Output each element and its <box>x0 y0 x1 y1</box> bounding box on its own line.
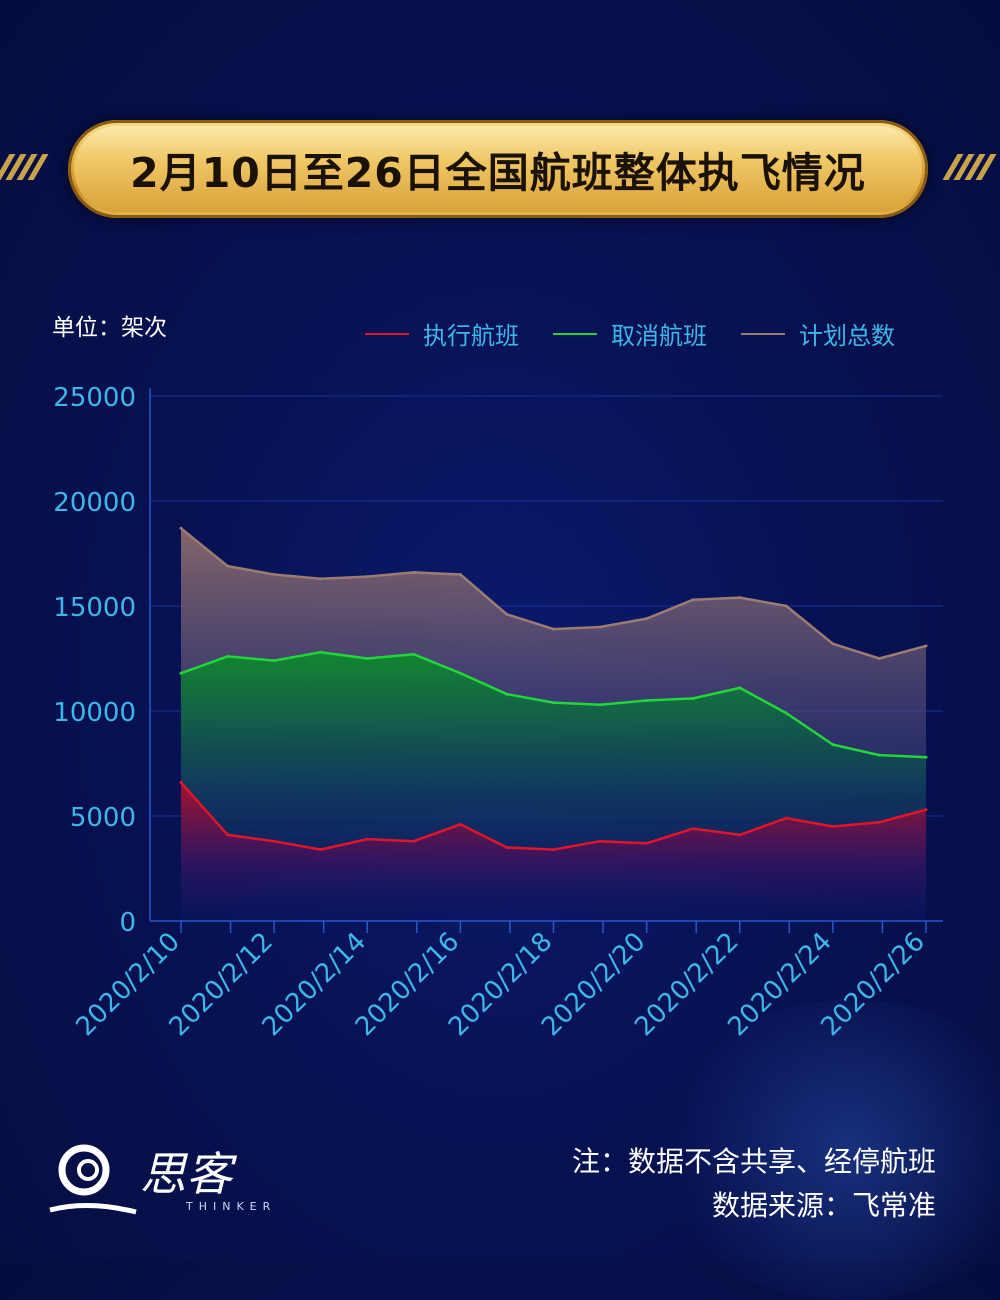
legend-item-total: 计划总数 <box>741 316 895 351</box>
y-tick-label: 20000 <box>53 488 136 518</box>
chart-title: 2月10日至26日全国航班整体执飞情况 <box>130 149 866 197</box>
point-cancelled <box>365 657 369 660</box>
point-total <box>691 598 695 602</box>
point-total <box>877 657 881 660</box>
legend-item-executed: 执行航班 <box>365 316 519 351</box>
point-total <box>645 617 649 621</box>
point-executed <box>691 827 695 831</box>
point-cancelled <box>412 652 416 656</box>
y-tick-label: 10000 <box>53 698 136 728</box>
areas <box>181 528 926 921</box>
point-cancelled <box>598 703 602 707</box>
point-total <box>412 570 416 574</box>
point-total <box>784 604 788 608</box>
y-tick-label: 5000 <box>70 803 136 833</box>
point-executed <box>505 846 509 849</box>
point-cancelled <box>272 659 276 663</box>
legend: 执行航班 取消航班 计划总数 <box>365 316 895 351</box>
legend-swatch-total <box>741 332 785 335</box>
legend-swatch-executed <box>365 332 409 335</box>
point-cancelled <box>877 753 881 757</box>
background-glow <box>650 1000 1000 1300</box>
area-chart: 05000100001500020000250002020/2/102020/2… <box>53 383 943 1042</box>
area-executed <box>181 782 926 921</box>
point-total <box>365 575 369 579</box>
logo-mark-icon <box>49 1144 137 1215</box>
point-total <box>458 573 462 576</box>
left-stripes-decoration <box>0 154 49 184</box>
point-cancelled <box>784 711 788 715</box>
point-cancelled <box>924 755 928 759</box>
point-cancelled <box>458 671 462 675</box>
legend-item-cancelled: 取消航班 <box>553 316 707 351</box>
data-source: 数据来源：飞常准 <box>711 1189 936 1222</box>
logo-subtitle: THINKER <box>186 1200 277 1213</box>
point-executed <box>598 839 602 843</box>
point-total <box>598 625 602 629</box>
point-total <box>319 577 323 581</box>
point-executed <box>319 848 323 852</box>
unit-label: 单位：架次 <box>52 315 167 341</box>
point-total <box>226 564 230 568</box>
point-executed <box>877 820 881 824</box>
thinker-logo: 思客 THINKER <box>48 1140 270 1220</box>
y-tick-label: 15000 <box>53 593 136 623</box>
point-cancelled <box>831 743 835 747</box>
point-total <box>738 596 742 600</box>
y-tick-label: 25000 <box>53 383 136 413</box>
legend-label-executed: 执行航班 <box>423 322 519 350</box>
point-total <box>831 642 835 646</box>
legend-swatch-cancelled <box>553 332 597 335</box>
point-executed <box>412 839 416 843</box>
legend-label-cancelled: 取消航班 <box>611 322 707 350</box>
point-cancelled <box>645 699 649 702</box>
footnote: 注：数据不含共享、经停航班 <box>571 1145 936 1178</box>
point-cancelled <box>738 686 742 690</box>
point-executed <box>831 825 835 828</box>
title-banner: 2月10日至26日全国航班整体执飞情况 <box>68 120 928 218</box>
point-total <box>552 627 555 631</box>
right-stripes-decoration <box>942 154 997 184</box>
point-cancelled <box>505 692 509 696</box>
logo-name: 思客 <box>140 1147 232 1201</box>
point-executed <box>924 808 928 812</box>
point-cancelled <box>691 696 695 700</box>
point-total <box>272 573 276 576</box>
point-executed <box>179 780 183 784</box>
point-total <box>924 644 928 648</box>
point-cancelled <box>319 650 323 654</box>
point-cancelled <box>226 654 230 658</box>
y-tick-label: 0 <box>119 908 136 938</box>
point-executed <box>552 848 555 852</box>
point-executed <box>645 841 649 845</box>
point-executed <box>784 816 788 820</box>
point-executed <box>226 833 230 837</box>
point-cancelled <box>179 671 183 675</box>
point-executed <box>738 833 742 837</box>
point-executed <box>365 837 369 841</box>
point-executed <box>458 822 462 826</box>
point-cancelled <box>552 701 555 705</box>
point-total <box>179 526 183 530</box>
legend-label-total: 计划总数 <box>799 322 895 350</box>
lines <box>179 526 928 852</box>
point-executed <box>272 839 276 843</box>
point-total <box>505 612 509 616</box>
